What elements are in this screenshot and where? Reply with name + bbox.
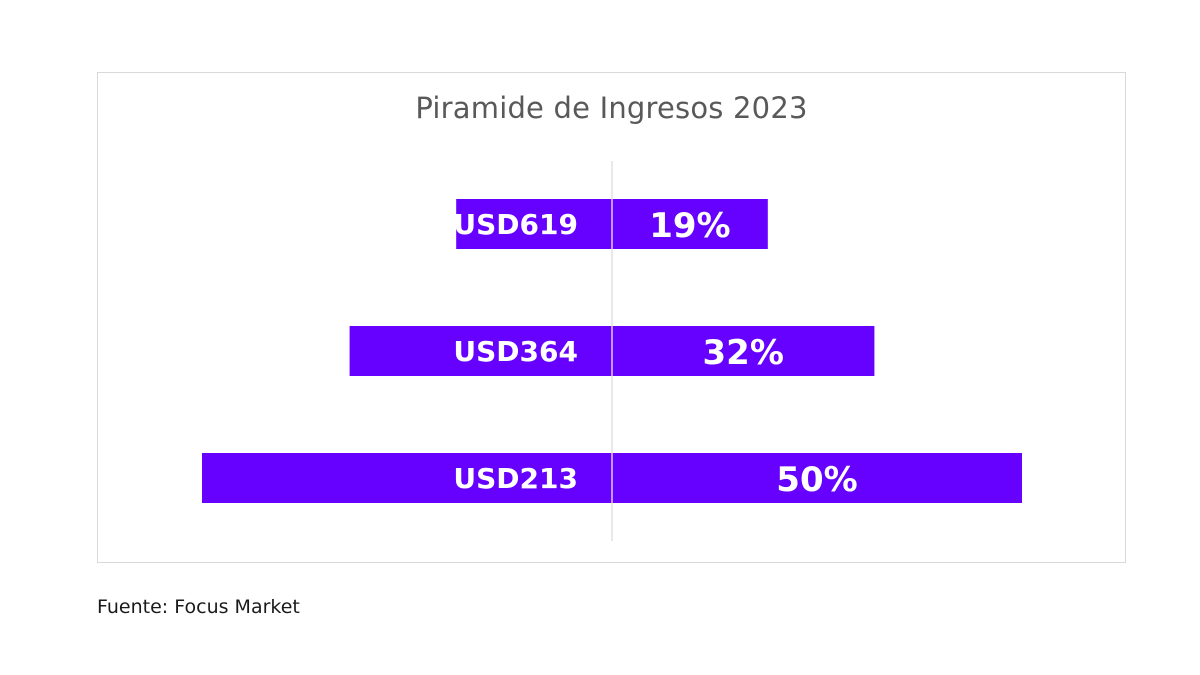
value-label: 50% <box>776 460 857 500</box>
value-label: 19% <box>649 206 730 246</box>
chart-title: Piramide de Ingresos 2023 <box>415 91 808 125</box>
category-label: USD364 <box>453 335 578 368</box>
value-label: 32% <box>703 333 784 373</box>
category-label: USD213 <box>453 462 578 495</box>
pyramid-plot: USD619 19% USD364 32% USD213 50% <box>202 161 1022 541</box>
category-label: USD619 <box>453 208 578 241</box>
bar-left-usd619 <box>456 199 612 249</box>
bar-left-usd213 <box>202 453 612 503</box>
chart-frame: Piramide de Ingresos 2023 USD619 19% USD36… <box>97 72 1126 563</box>
bar-right-usd364 <box>612 326 875 376</box>
source-note: Fuente: Focus Market <box>97 596 300 618</box>
bar-left-usd364 <box>349 326 612 376</box>
bar-right-usd213 <box>612 453 1022 503</box>
bar-right-usd619 <box>612 199 768 249</box>
